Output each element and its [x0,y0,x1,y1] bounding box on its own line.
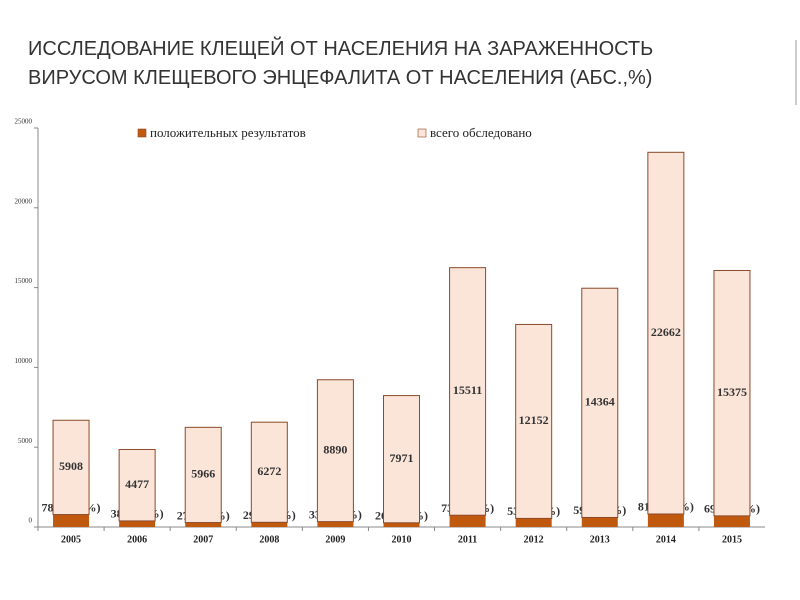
x-tick-label: 2013 [590,534,610,545]
x-tick-label: 2014 [656,534,676,545]
bar-segment [185,522,222,527]
bar-segment [251,522,288,527]
bar-segment [449,267,487,516]
bar-segment [316,379,354,523]
bar-segment [317,521,354,527]
x-tick-label: 2005 [61,534,81,545]
x-tick-label: 2007 [193,534,213,545]
x-tick-label: 2010 [392,534,412,545]
data-label: 8890 [323,442,347,456]
y-tick-label: 0 [29,517,33,525]
data-label: 14364 [585,395,615,409]
legend-label: всего обследовано [430,125,532,140]
bar-segment [118,448,156,522]
legend-label: положительных результатов [150,125,306,140]
y-tick-label: 20000 [15,197,33,205]
bar-segment [119,520,156,527]
y-tick-label: 5000 [18,437,33,445]
bar-segment [713,515,750,527]
data-label: 7971 [390,451,414,465]
data-label: 4477 [125,477,149,491]
y-tick-label: 25000 [15,118,33,126]
bar-segment [250,421,288,523]
data-label: 12152 [519,413,549,427]
bar-segment [581,517,618,527]
y-tick-label: 15000 [15,277,33,285]
data-label: 5908 [59,459,83,473]
x-tick-label: 2008 [259,534,279,545]
bar-segment [581,287,619,518]
bar-segment [383,522,420,527]
chart-title: ВИРУСОМ КЛЕЩЕВОГО ЭНЦЕФАЛИТА ОТ НАСЕЛЕНИ… [28,67,652,89]
x-tick-label: 2011 [458,534,477,545]
bar-segment [383,395,420,524]
bar-segment [515,323,553,519]
y-tick-label: 10000 [15,357,33,365]
data-label: 15511 [453,383,482,397]
chart-title: ИССЛЕДОВАНИЕ КЛЕЩЕЙ ОТ НАСЕЛЕНИЯ НА ЗАРА… [28,36,653,60]
bar-segment [449,515,486,527]
data-label: 15375 [717,385,747,399]
x-tick-label: 2015 [722,534,742,545]
bar-segment [53,514,90,527]
bar-segment [647,151,685,515]
bar-segment [184,426,222,524]
legend-swatch [137,128,147,138]
x-tick-label: 2012 [524,534,544,545]
data-label: 22662 [651,325,681,339]
legend-swatch [417,128,427,138]
bar-segment [647,513,684,527]
x-tick-label: 2006 [127,534,147,545]
bar-segment [713,269,751,517]
bar-segment [515,518,552,527]
data-label: 6272 [257,464,281,478]
bar-segment [52,419,90,516]
x-tick-label: 2009 [325,534,345,545]
data-label: 5966 [191,467,215,481]
